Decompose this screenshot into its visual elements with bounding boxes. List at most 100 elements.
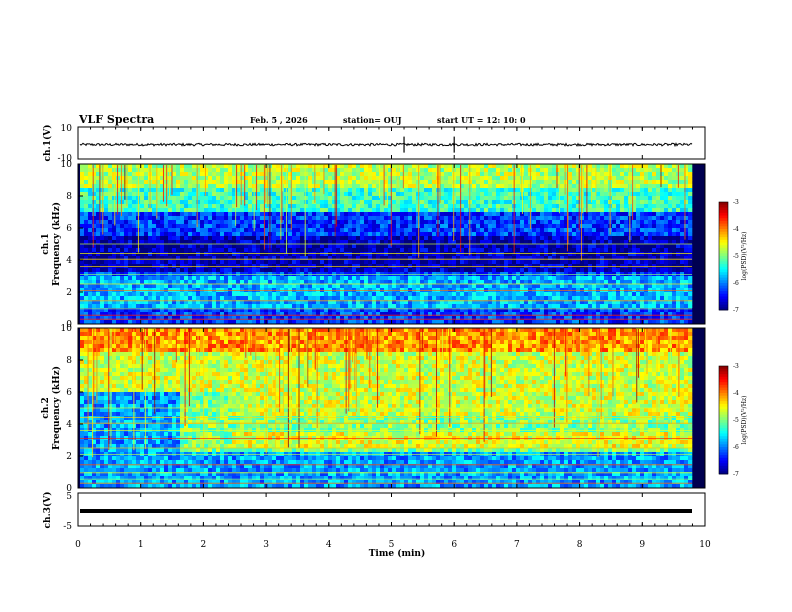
spec1-cell: [312, 284, 317, 289]
spec1-cell: [148, 304, 153, 309]
spec1-cell: [132, 196, 137, 201]
spec1-cell: [480, 232, 485, 237]
spec1-cell: [448, 228, 453, 233]
spec1-cell: [108, 304, 113, 309]
spec1-cell: [436, 244, 441, 249]
spec1-cell: [540, 188, 545, 193]
spec1-cell: [420, 284, 425, 289]
spec1-cell: [492, 204, 497, 209]
spec1-cell: [428, 212, 433, 217]
spec1-cell: [332, 300, 337, 305]
spec1-cell: [276, 320, 281, 325]
spec1-cell: [412, 252, 417, 257]
spec1-cell: [484, 180, 489, 185]
spec1-cell: [444, 224, 449, 229]
spec1-cell: [180, 296, 185, 301]
spec1-cell: [80, 304, 85, 309]
spec1-cell: [524, 300, 529, 305]
spec1-cell: [480, 196, 485, 201]
spec1-cell: [296, 164, 301, 169]
spec1-cell: [532, 256, 537, 261]
spec1-cell: [568, 284, 573, 289]
spec1-cell: [168, 308, 173, 313]
spec1-cell: [572, 300, 577, 305]
spec1-cell: [208, 176, 213, 181]
spec1-cell: [204, 280, 209, 285]
spec1-cell: [140, 220, 145, 225]
spec1-cell: [344, 256, 349, 261]
spec1-cell: [156, 300, 161, 305]
spec1-cell: [100, 312, 105, 317]
spec1-cell: [220, 256, 225, 261]
spec1-cell: [308, 256, 313, 261]
spec1-cell: [324, 224, 329, 229]
spec1-cell: [124, 284, 129, 289]
spec1-cell: [196, 188, 201, 193]
spec1-cell: [552, 256, 557, 261]
spec1-cell: [300, 260, 305, 265]
spec1-cell: [372, 284, 377, 289]
spec1-cell: [104, 284, 109, 289]
spec1-cell: [400, 268, 405, 273]
spec1-cell: [256, 248, 261, 253]
spec1-cell: [476, 252, 481, 257]
spec1-cell: [84, 184, 89, 189]
spec1-cell: [424, 164, 429, 169]
spec1-cell: [144, 212, 149, 217]
spec1-cell: [380, 204, 385, 209]
spec1-cell: [540, 320, 545, 325]
spec1-cell: [172, 312, 177, 317]
spec1-cell: [128, 188, 133, 193]
spec1-cell: [548, 284, 553, 289]
spec1-cell: [144, 284, 149, 289]
spec1-cell: [260, 184, 265, 189]
spec1-cell: [380, 268, 385, 273]
spec1-cell: [568, 220, 573, 225]
spec1-cell: [372, 280, 377, 285]
spec1-cell: [408, 296, 413, 301]
spec1-cell: [392, 276, 397, 281]
spec1-cell: [212, 252, 217, 257]
spec1-cell: [176, 252, 181, 257]
spec1-cell: [212, 216, 217, 221]
spec1-cell: [116, 284, 121, 289]
spec1-cell: [144, 244, 149, 249]
spec1-cell: [176, 240, 181, 245]
spec1-cell: [508, 280, 513, 285]
spec1-cell: [576, 172, 581, 177]
spec1-cell: [364, 224, 369, 229]
spec1-cell: [168, 256, 173, 261]
spec1-cell: [476, 244, 481, 249]
spec1-cell: [488, 276, 493, 281]
spec1-cell: [184, 184, 189, 189]
spec1-cell: [560, 300, 565, 305]
spec1-cell: [372, 212, 377, 217]
spec1-cell: [556, 184, 561, 189]
spec1-cell: [380, 208, 385, 213]
spec1-cell: [100, 252, 105, 257]
spec1-cell: [460, 268, 465, 273]
spec1-cell: [236, 232, 241, 237]
spec1-cell: [204, 232, 209, 237]
spec1-cell: [188, 176, 193, 181]
spec1-cell: [144, 276, 149, 281]
spec1-cell: [400, 232, 405, 237]
spec1-cell: [428, 256, 433, 261]
spec1-cell: [244, 176, 249, 181]
spec1-cell: [460, 316, 465, 321]
spec1-cell: [540, 252, 545, 257]
spec1-cell: [384, 232, 389, 237]
spec1-cell: [232, 184, 237, 189]
spec1-cell: [464, 236, 469, 241]
spec1-cell: [532, 172, 537, 177]
spec1-cell: [336, 176, 341, 181]
spec1-cell: [164, 224, 169, 229]
spec1-cell: [472, 212, 477, 217]
spec1-cell: [500, 316, 505, 321]
spec1-cell: [228, 280, 233, 285]
spec1-cell: [492, 256, 497, 261]
spec1-cell: [316, 224, 321, 229]
spec1-cell: [312, 228, 317, 233]
spec1-cell: [568, 228, 573, 233]
spec1-cell: [496, 204, 501, 209]
